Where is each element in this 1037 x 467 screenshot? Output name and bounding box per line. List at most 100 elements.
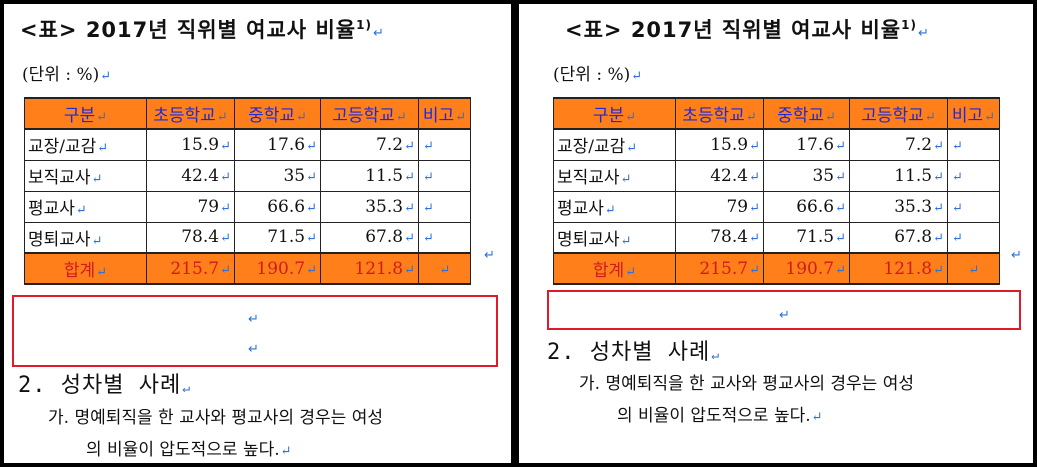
value-cell[interactable]: 15.9↵: [675, 128, 764, 161]
value-cell[interactable]: 15.9↵: [146, 128, 235, 161]
header-cell[interactable]: 구분↵: [24, 97, 147, 130]
total-note-cell[interactable]: ↵: [418, 252, 471, 285]
row-label-cell[interactable]: 교장/교감↵: [553, 128, 676, 161]
row-label-cell[interactable]: 명퇴교사↵: [553, 221, 676, 254]
paragraph-mark-icon: ↵: [423, 169, 434, 185]
value-cell[interactable]: 7.2↵: [849, 128, 948, 161]
table-row: 평교사↵ 79↵ 66.6↵ 35.3↵ ↵: [24, 190, 471, 223]
paragraph-mark-icon: ↵: [749, 169, 760, 185]
total-label-cell[interactable]: 합계↵: [553, 252, 676, 285]
table-total-row: 합계↵ 215.7↵ 190.7↵ 121.8↵ ↵: [553, 252, 1000, 285]
body-line: 의 비율이 압도적으로 높다.↵: [617, 406, 823, 426]
note-cell[interactable]: ↵: [418, 221, 471, 254]
section-heading: 2. 성차별 사례↵: [18, 367, 191, 399]
row-label-cell[interactable]: 평교사↵: [553, 190, 676, 223]
note-cell[interactable]: ↵: [418, 159, 471, 192]
header-cell[interactable]: 비고↵: [418, 97, 471, 130]
value-cell[interactable]: 71.5↵: [234, 221, 321, 254]
note-cell[interactable]: ↵: [418, 128, 471, 161]
value-cell[interactable]: 17.6↵: [234, 128, 321, 161]
total-value-cell[interactable]: 215.7↵: [146, 252, 235, 285]
note-cell[interactable]: ↵: [947, 221, 1000, 254]
table-row: 보직교사↵ 42.4↵ 35↵ 11.5↵ ↵: [24, 159, 471, 192]
value-cell[interactable]: 66.6↵: [234, 190, 321, 223]
total-value-cell[interactable]: 190.7↵: [763, 252, 850, 285]
unit-label-text: (단위 : %): [22, 65, 100, 85]
header-cell[interactable]: 중학교↵: [234, 97, 321, 130]
value-cell[interactable]: 7.2↵: [320, 128, 419, 161]
paragraph-mark-icon: ↵: [404, 200, 415, 216]
paragraph-mark-icon: ↵: [625, 265, 637, 280]
value-cell[interactable]: 35↵: [234, 159, 321, 192]
total-value-cell[interactable]: 121.8↵: [320, 252, 419, 285]
footnote-ref[interactable]: 1): [356, 18, 372, 32]
value-cell[interactable]: 42.4↵: [675, 159, 764, 192]
value-cell[interactable]: 78.4↵: [675, 221, 764, 254]
value-cell[interactable]: 17.6↵: [763, 128, 850, 161]
paragraph-mark-icon: ↵: [933, 231, 944, 247]
paragraph-mark-icon: ↵: [749, 138, 760, 154]
paragraph-mark-icon: ↵: [91, 233, 103, 249]
paragraph-mark-icon: ↵: [404, 262, 415, 278]
paragraph-mark-icon: ↵: [220, 169, 231, 185]
header-cell[interactable]: 중학교↵: [763, 97, 850, 130]
header-cell[interactable]: 고등학교↵: [320, 97, 419, 130]
total-label-cell[interactable]: 합계↵: [24, 252, 147, 285]
total-note-cell[interactable]: ↵: [947, 252, 1000, 285]
total-value-cell[interactable]: 121.8↵: [849, 252, 948, 285]
row-label-cell[interactable]: 보직교사↵: [24, 159, 147, 192]
row-label-cell[interactable]: 보직교사↵: [553, 159, 676, 192]
row-label-cell[interactable]: 평교사↵: [24, 190, 147, 223]
value-cell[interactable]: 35.3↵: [320, 190, 419, 223]
paragraph-mark-icon: ↵: [749, 231, 760, 247]
empty-paragraph-mark-icon: ↵: [248, 342, 259, 357]
body-line: 가. 명예퇴직을 한 교사와 평교사의 경우는 여성: [48, 408, 383, 428]
header-cell[interactable]: 고등학교↵: [849, 97, 948, 130]
paragraph-mark-icon: ↵: [811, 410, 823, 425]
value-cell[interactable]: 11.5↵: [320, 159, 419, 192]
footnote-ref[interactable]: 1): [901, 18, 917, 32]
value-cell[interactable]: 11.5↵: [849, 159, 948, 192]
row-label-cell[interactable]: 교장/교감↵: [24, 128, 147, 161]
table-total-row: 합계↵ 215.7↵ 190.7↵ 121.8↵ ↵: [24, 252, 471, 285]
unit-label: (단위 : %)↵: [22, 60, 111, 85]
table-row: 평교사↵ 79↵ 66.6↵ 35.3↵ ↵: [553, 190, 1000, 223]
paragraph-mark-icon: ↵: [933, 200, 944, 216]
paragraph-mark-icon: ↵: [984, 110, 996, 125]
value-cell[interactable]: 67.8↵: [320, 221, 419, 254]
unit-label: (단위 : %)↵: [553, 60, 642, 85]
paragraph-mark-icon: ↵: [952, 231, 963, 247]
header-cell[interactable]: 초등학교↵: [146, 97, 235, 130]
value-cell[interactable]: 66.6↵: [763, 190, 850, 223]
paragraph-mark-icon: ↵: [952, 200, 963, 216]
header-cell[interactable]: 구분↵: [553, 97, 676, 130]
paragraph-mark-icon: ↵: [484, 248, 495, 263]
paragraph-mark-icon: ↵: [182, 381, 192, 396]
paragraph-mark-icon: ↵: [835, 138, 846, 154]
value-cell[interactable]: 67.8↵: [849, 221, 948, 254]
note-cell[interactable]: ↵: [947, 128, 1000, 161]
paragraph-mark-icon: ↵: [306, 200, 317, 216]
note-cell[interactable]: ↵: [418, 190, 471, 223]
note-cell[interactable]: ↵: [947, 159, 1000, 192]
header-cell[interactable]: 비고↵: [947, 97, 1000, 130]
value-cell[interactable]: 78.4↵: [146, 221, 235, 254]
paragraph-mark-icon: ↵: [917, 26, 930, 41]
value-cell[interactable]: 79↵: [675, 190, 764, 223]
value-cell[interactable]: 71.5↵: [763, 221, 850, 254]
paragraph-mark-icon: ↵: [220, 231, 231, 247]
value-cell[interactable]: 79↵: [146, 190, 235, 223]
highlight-box: [12, 295, 498, 367]
note-cell[interactable]: ↵: [947, 190, 1000, 223]
total-value-cell[interactable]: 215.7↵: [675, 252, 764, 285]
header-cell[interactable]: 초등학교↵: [675, 97, 764, 130]
value-cell[interactable]: 42.4↵: [146, 159, 235, 192]
row-label-cell[interactable]: 명퇴교사↵: [24, 221, 147, 254]
value-cell[interactable]: 35↵: [763, 159, 850, 192]
paragraph-mark-icon: ↵: [631, 69, 643, 84]
value-cell[interactable]: 35.3↵: [849, 190, 948, 223]
table-row: 보직교사↵ 42.4↵ 35↵ 11.5↵ ↵: [553, 159, 1000, 192]
table-header-row: 구분↵ 초등학교↵ 중학교↵ 고등학교↵ 비고↵: [24, 97, 471, 130]
paragraph-mark-icon: ↵: [835, 262, 846, 278]
total-value-cell[interactable]: 190.7↵: [234, 252, 321, 285]
